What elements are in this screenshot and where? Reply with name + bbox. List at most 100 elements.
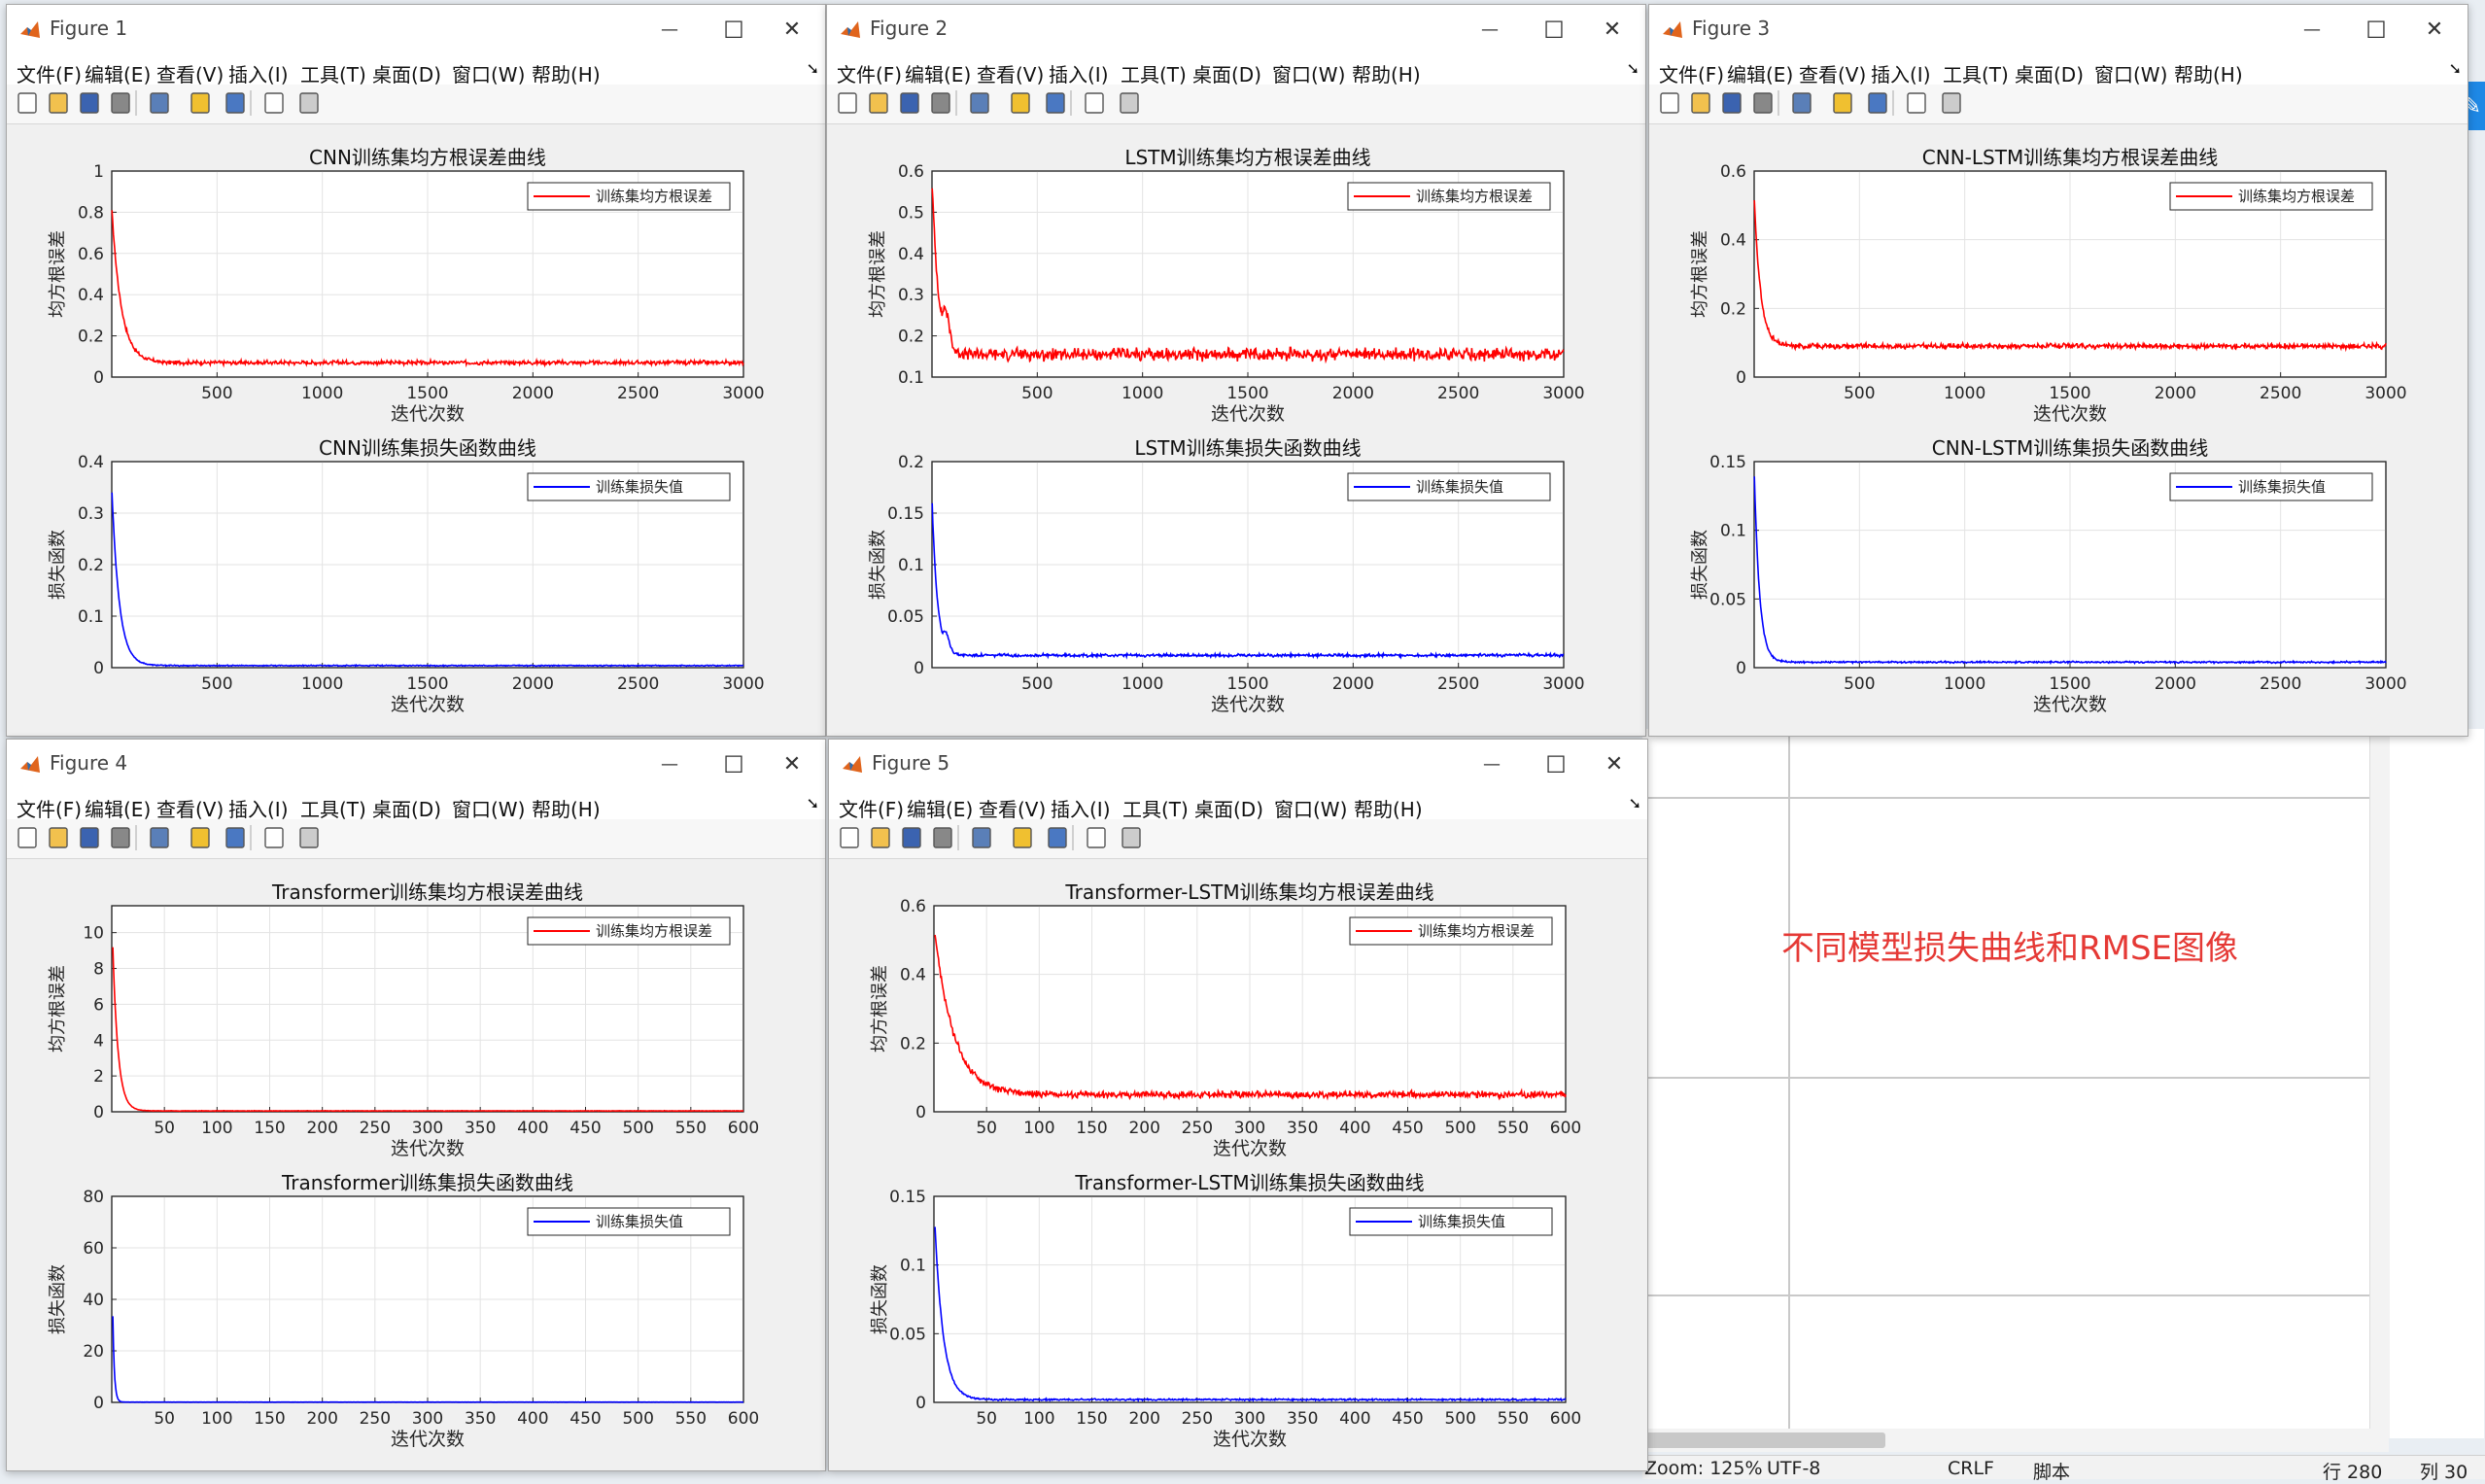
menu-item[interactable]: 帮助(H)	[1354, 798, 1423, 821]
title-bar[interactable]: Figure 2 — ☐ ✕	[827, 5, 1645, 57]
print-icon[interactable]	[108, 825, 133, 850]
menu-overflow-arrow[interactable]: ➘	[2448, 59, 2462, 78]
menu-item[interactable]: 工具(T)	[1121, 63, 1187, 86]
maximize-button[interactable]: ☐	[723, 17, 744, 44]
loss-axes[interactable]: 50 100 150 200 250 300 350 400 450 500 550 600 0 20 40…	[48, 1171, 759, 1450]
loss-legend[interactable]: 训练集损失值	[1349, 1207, 1553, 1236]
menu-item[interactable]: 编辑(E)	[85, 798, 152, 821]
scroll-thumb[interactable]	[1642, 1432, 1885, 1448]
minimize-button[interactable]: —	[1483, 754, 1501, 775]
status-language[interactable]: 脚本	[2033, 1462, 2071, 1483]
menu-item[interactable]: 帮助(H)	[2174, 63, 2243, 86]
legend-icon[interactable]	[223, 825, 248, 850]
menu-item[interactable]: 窗口(W)	[452, 63, 526, 86]
property-icon[interactable]	[1119, 825, 1144, 850]
pointer-icon[interactable]	[1084, 825, 1109, 850]
loss-axes[interactable]: 500 1000 1500 2000 2500 3000 0 0.1 0.2 0.3 0.4 CNN训…	[48, 436, 765, 715]
property-icon[interactable]	[296, 90, 322, 116]
menu-item[interactable]: 插入(I)	[1051, 798, 1111, 821]
menu-item[interactable]: 文件(F)	[17, 63, 83, 86]
link-icon[interactable]	[147, 825, 172, 850]
figure-window-5[interactable]: Figure 5 — ☐ ✕ 文件(F) 编辑(E) 查看(V) 插入(I) 工具(T) 桌面(D…	[828, 739, 1648, 1471]
status-encoding[interactable]: UTF-8	[1767, 1458, 1821, 1479]
menu-item[interactable]: 窗口(W)	[1272, 63, 1346, 86]
rmse-axes[interactable]: 500 1000 1500 2000 2500 3000 0 0.2 0.4 0.6 CNN-LST…	[1690, 146, 2407, 425]
legend-icon[interactable]	[1045, 825, 1070, 850]
maximize-button[interactable]: ☐	[723, 751, 744, 778]
title-bar[interactable]: Figure 5 — ☐ ✕	[829, 740, 1647, 792]
menu-item[interactable]: 查看(V)	[1799, 63, 1867, 86]
legend-icon[interactable]	[1865, 90, 1890, 116]
menu-item[interactable]: 桌面(D)	[372, 63, 442, 86]
menu-item[interactable]: 窗口(W)	[1274, 798, 1348, 821]
menu-item[interactable]: 编辑(E)	[907, 798, 974, 821]
menu-item[interactable]: 插入(I)	[228, 63, 289, 86]
menu-item[interactable]: 桌面(D)	[1192, 63, 1262, 86]
close-button[interactable]: ✕	[782, 752, 802, 777]
rmse-legend[interactable]: 训练集均方根误差	[2169, 182, 2373, 211]
rmse-legend[interactable]: 训练集均方根误差	[1347, 182, 1551, 211]
close-button[interactable]: ✕	[1605, 752, 1624, 777]
menu-item[interactable]: 桌面(D)	[372, 798, 442, 821]
property-icon[interactable]	[1117, 90, 1142, 116]
menu-item[interactable]: 工具(T)	[1122, 798, 1189, 821]
pointer-icon[interactable]	[1082, 90, 1107, 116]
menu-item[interactable]: 编辑(E)	[905, 63, 972, 86]
menu-item[interactable]: 插入(I)	[1871, 63, 1931, 86]
maximize-button[interactable]: ☐	[1545, 751, 1567, 778]
close-button[interactable]: ✕	[1603, 17, 1622, 42]
open-folder-icon[interactable]	[866, 90, 891, 116]
menu-item[interactable]: 查看(V)	[156, 63, 224, 86]
link-icon[interactable]	[969, 825, 994, 850]
loss-legend[interactable]: 训练集损失值	[2169, 472, 2373, 501]
menu-item[interactable]: 查看(V)	[977, 63, 1045, 86]
print-icon[interactable]	[1750, 90, 1776, 116]
menu-overflow-arrow[interactable]: ➘	[806, 794, 819, 812]
menu-item[interactable]: 文件(F)	[837, 63, 903, 86]
open-folder-icon[interactable]	[46, 825, 71, 850]
pointer-icon[interactable]	[261, 90, 287, 116]
title-bar[interactable]: Figure 1 — ☐ ✕	[7, 5, 825, 57]
editor-horizontal-scrollbar[interactable]	[1642, 1429, 2389, 1452]
minimize-button[interactable]: —	[2303, 19, 2321, 40]
loss-legend[interactable]: 训练集损失值	[1347, 472, 1551, 501]
maximize-button[interactable]: ☐	[2365, 17, 2387, 44]
property-icon[interactable]	[296, 825, 322, 850]
open-folder-icon[interactable]	[46, 90, 71, 116]
open-folder-icon[interactable]	[1688, 90, 1713, 116]
close-button[interactable]: ✕	[2425, 17, 2444, 42]
menu-item[interactable]: 工具(T)	[300, 63, 366, 86]
colorbar-icon[interactable]	[1008, 90, 1033, 116]
loss-axes[interactable]: 500 1000 1500 2000 2500 3000 0 0.05 0.1 0.15 CNN-L…	[1690, 436, 2407, 715]
figure-window-3[interactable]: Figure 3 — ☐ ✕ 文件(F) 编辑(E) 查看(V) 插入(I) 工具(T) 桌面(D…	[1648, 4, 2468, 737]
figure-window-4[interactable]: Figure 4 — ☐ ✕ 文件(F) 编辑(E) 查看(V) 插入(I) 工具(T) 桌面(D…	[6, 739, 826, 1471]
menu-item[interactable]: 文件(F)	[839, 798, 905, 821]
maximize-button[interactable]: ☐	[1543, 17, 1565, 44]
new-file-icon[interactable]	[15, 825, 40, 850]
menu-overflow-arrow[interactable]: ➘	[1628, 794, 1641, 812]
menu-item[interactable]: 编辑(E)	[1727, 63, 1794, 86]
menu-item[interactable]: 窗口(W)	[452, 798, 526, 821]
minimize-button[interactable]: —	[661, 754, 678, 775]
status-eol[interactable]: CRLF	[1948, 1458, 1994, 1479]
save-icon[interactable]	[77, 90, 102, 116]
colorbar-icon[interactable]	[188, 90, 213, 116]
menu-item[interactable]: 桌面(D)	[2015, 63, 2085, 86]
menu-item[interactable]: 文件(F)	[17, 798, 83, 821]
legend-icon[interactable]	[223, 90, 248, 116]
legend-icon[interactable]	[1043, 90, 1068, 116]
rmse-legend[interactable]: 训练集均方根误差	[1349, 916, 1553, 946]
link-icon[interactable]	[147, 90, 172, 116]
minimize-button[interactable]: —	[661, 19, 678, 40]
title-bar[interactable]: Figure 3 — ☐ ✕	[1649, 5, 2468, 57]
new-file-icon[interactable]	[837, 825, 862, 850]
colorbar-icon[interactable]	[188, 825, 213, 850]
menu-item[interactable]: 工具(T)	[1943, 63, 2009, 86]
new-file-icon[interactable]	[1657, 90, 1682, 116]
menu-item[interactable]: 编辑(E)	[85, 63, 152, 86]
status-zoom[interactable]: Zoom: 125%	[1644, 1458, 1763, 1479]
close-button[interactable]: ✕	[782, 17, 802, 42]
colorbar-icon[interactable]	[1830, 90, 1855, 116]
print-icon[interactable]	[928, 90, 953, 116]
menu-item[interactable]: 查看(V)	[156, 798, 224, 821]
